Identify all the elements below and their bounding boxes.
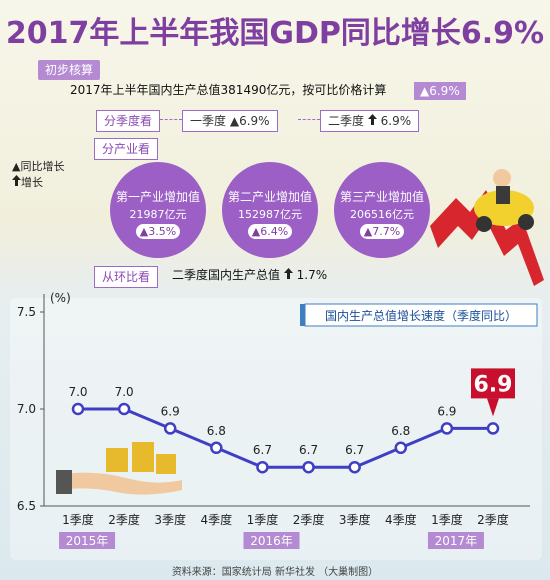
data-point (394, 441, 408, 455)
data-point (210, 441, 223, 455)
data-point (256, 460, 269, 474)
industry-circle-tertiary: 第三产业增加值 206516亿元 ▲7.7% (334, 162, 430, 258)
legend-growth: 增长 (12, 174, 43, 190)
series-line (78, 407, 493, 469)
data-point (117, 402, 131, 416)
industry-growth: ▲6.4% (248, 224, 292, 239)
x-tick-label: 1季度 (247, 512, 279, 527)
industry-label: 第三产业增加值 (339, 190, 424, 204)
data-label: 7.0 (68, 385, 87, 399)
y-axis-unit: (%) (50, 291, 71, 305)
year-badge (427, 532, 484, 549)
year-badge (59, 532, 116, 549)
data-label: 6.8 (207, 424, 226, 438)
qoq-line: 二季度国内生产总值 1.7% (172, 266, 327, 284)
x-tick-label: 2季度 (477, 512, 509, 527)
quarterly-tag: 分季度看 (96, 110, 161, 132)
data-label: 6.7 (299, 443, 318, 457)
data-label: 6.9 (437, 404, 456, 418)
industry-growth: ▲7.7% (360, 224, 404, 239)
x-tick-label: 3季度 (154, 512, 186, 527)
legend-yoy: ▲同比增长 (12, 158, 64, 174)
data-label: 7.0 (115, 385, 134, 399)
up-arrow-icon (283, 266, 293, 284)
q2-value: 6.9% (380, 114, 412, 128)
data-point (163, 422, 177, 435)
triangle-up-icon: ▲ (12, 160, 21, 173)
chart-title-accent (300, 304, 305, 326)
rising-arrow-illustration (430, 169, 544, 286)
q1-box: 一季度 ▲6.9% (182, 110, 278, 132)
data-point (302, 460, 315, 474)
industry-circle-primary: 第一产业增加值 21987亿元 ▲3.5% (110, 162, 206, 258)
q2-box: 二季度 6.9% (320, 110, 420, 132)
data-point (348, 460, 361, 474)
industry-circle-secondary: 第二产业增加值 152987亿元 ▲6.4% (222, 162, 318, 258)
year-label: 2015年 (66, 534, 109, 548)
x-tick-label: 3季度 (339, 512, 371, 527)
source-note: 资料来源：国家统计局 新华社发 （大巢制图） (171, 567, 379, 578)
up-arrow-icon (12, 175, 21, 189)
data-point (71, 402, 85, 416)
industry-tag: 分产业看 (94, 138, 159, 160)
industry-label: 第二产业增加值 (227, 190, 312, 204)
prelim-tag: 初步核算 (38, 60, 101, 80)
industry-label: 第一产业增加值 (115, 190, 200, 204)
y-tick-label: 7.5 (17, 305, 36, 319)
qoq-text: 二季度国内生产总值 (172, 268, 281, 282)
q2-label: 二季度 (328, 114, 365, 128)
highlight-pointer (487, 398, 499, 417)
legend-yoy-label: 同比增长 (20, 160, 65, 173)
data-label: 6.7 (345, 443, 364, 457)
chart-title: 国内生产总值增长速度（季度同比） (325, 308, 517, 323)
industry-value: 206516亿元 (350, 208, 414, 221)
page-title: 2017年上半年我国GDP同比增长6.9% (5, 16, 545, 51)
highlight-label: 6.9 (474, 372, 513, 397)
data-point (486, 422, 500, 435)
up-arrow-icon (367, 113, 377, 129)
x-tick-label: 1季度 (62, 512, 94, 527)
year-label: 2016年 (250, 534, 293, 548)
year-label: 2017年 (435, 534, 478, 548)
x-tick-label: 2季度 (108, 512, 140, 527)
qoq-tag: 从环比看 (94, 266, 159, 288)
data-label: 6.8 (391, 424, 410, 438)
industry-value: 21987亿元 (129, 208, 187, 221)
connector-line (298, 119, 320, 120)
highlight-box (471, 368, 515, 399)
data-point (440, 422, 454, 435)
year-badge (243, 532, 300, 549)
q1-label: 一季度 (190, 114, 227, 128)
prelim-growth-badge: ▲6.9% (414, 82, 466, 100)
y-tick-label: 6.5 (17, 499, 36, 513)
legend-growth-label: 增长 (21, 176, 43, 189)
x-tick-label: 4季度 (385, 512, 417, 527)
prelim-text: 2017年上半年国内生产总值381490亿元，按可比价格计算 (70, 83, 387, 97)
y-tick-label: 7.0 (17, 402, 36, 416)
industry-value: 152987亿元 (238, 208, 302, 221)
data-label: 6.9 (161, 404, 180, 418)
industry-growth: ▲3.5% (136, 224, 180, 239)
data-label: 6.7 (253, 443, 272, 457)
coins-hand-illustration (56, 442, 182, 495)
q1-value: ▲6.9% (229, 114, 270, 128)
x-tick-label: 2季度 (293, 512, 325, 527)
x-tick-label: 4季度 (201, 512, 233, 527)
gdp-growth-line-chart: 国内生产总值增长速度（季度同比） (%) 6.5 7.0 7.5 7.0 7.0 6.9 6.8… (17, 291, 538, 549)
connector-line (160, 119, 182, 120)
x-tick-label: 1季度 (431, 512, 463, 527)
qoq-value: 1.7% (296, 268, 328, 282)
